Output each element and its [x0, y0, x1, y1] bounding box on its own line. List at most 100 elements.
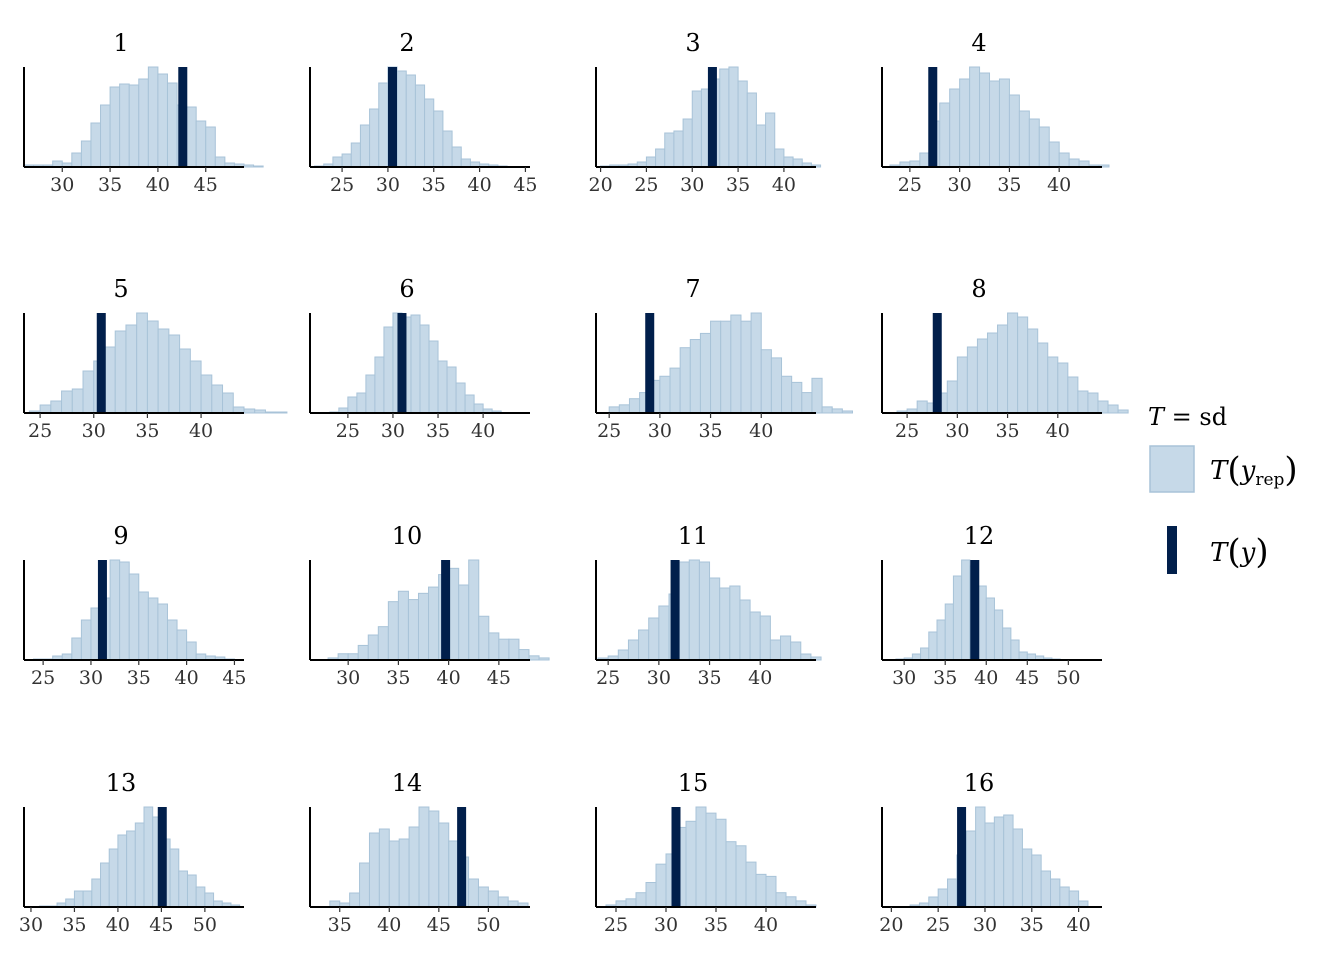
- x-tick-label: 30: [50, 174, 74, 196]
- histogram-bar: [673, 130, 684, 168]
- histogram-bar: [438, 822, 450, 908]
- histogram-bar: [126, 830, 136, 908]
- histogram-bar: [977, 585, 987, 661]
- histogram-bar: [178, 870, 188, 908]
- histogram-bar: [468, 878, 479, 908]
- histogram-bar: [759, 615, 771, 661]
- histogram-bar: [136, 312, 148, 414]
- histogram-bar: [1027, 328, 1039, 414]
- x-tick-label: 35: [386, 667, 410, 689]
- panels: 1 30 35 40 45 2 25 30 35 40 45 3 20 25 30 35 40 4 25 30 35 40…: [19, 29, 1129, 936]
- observed-stat-line: [645, 313, 655, 413]
- histogram-bar: [204, 892, 215, 908]
- observed-stat-line: [441, 560, 451, 660]
- histogram-bar: [966, 346, 978, 414]
- histogram-bar: [437, 360, 448, 414]
- histogram-bar: [478, 615, 490, 661]
- histogram-bar: [119, 561, 130, 661]
- histogram-bar: [920, 647, 930, 661]
- x-tick-label: 30: [376, 174, 400, 196]
- histogram-bar: [679, 347, 691, 414]
- histogram-bar: [618, 404, 630, 414]
- histogram-bar: [645, 882, 657, 908]
- x-tick-label: 35: [933, 667, 957, 689]
- histogram-bar: [407, 599, 419, 661]
- x-tick-label: 40: [974, 667, 998, 689]
- panel-14: 14 35 40 45 50: [309, 769, 530, 936]
- x-tick-label: 35: [62, 914, 86, 936]
- histogram-bar: [359, 124, 371, 168]
- observed-stat-line: [670, 560, 680, 660]
- histogram-bar: [956, 356, 968, 414]
- histogram-bar: [205, 126, 216, 168]
- x-tick-label: 45: [427, 914, 451, 936]
- histogram-bar: [368, 832, 380, 908]
- x-tick-label: 50: [1056, 667, 1080, 689]
- observed-stat-line: [457, 807, 467, 907]
- histogram-bar: [755, 124, 767, 168]
- x-tick-label: 50: [193, 914, 217, 936]
- histogram-bar: [944, 603, 954, 661]
- facet-title: 11: [678, 522, 709, 550]
- histogram-bar: [455, 382, 466, 414]
- histogram-bar: [780, 635, 792, 661]
- x-tick-label: 30: [381, 420, 405, 442]
- panel-4: 4 25 30 35 40: [881, 29, 1110, 196]
- histogram-bar: [947, 878, 958, 908]
- histogram-bar: [739, 599, 751, 661]
- legend-swatch-rep: [1149, 445, 1195, 493]
- x-tick-label: 25: [895, 420, 919, 442]
- histogram-bar: [728, 66, 739, 168]
- histogram-bar: [418, 806, 430, 908]
- histogram-bar: [617, 649, 629, 661]
- histogram-bar: [138, 78, 149, 168]
- histogram-bar: [1107, 404, 1119, 414]
- histogram-bar: [1068, 158, 1080, 168]
- facet-title: 6: [399, 275, 414, 303]
- histogram-bar: [147, 66, 159, 168]
- observed-stat-line: [707, 67, 717, 167]
- legend: T = sd T(yrep) T(y): [1148, 403, 1298, 574]
- panel-13: 13 30 35 40 45 50: [19, 769, 244, 936]
- panel-2: 2 25 30 35 40 45: [309, 29, 538, 196]
- x-tick-label: 30: [948, 174, 972, 196]
- x-tick-label: 25: [634, 174, 658, 196]
- histogram-bar: [1017, 316, 1029, 414]
- histogram-bar: [528, 655, 540, 661]
- observed-stat-line: [671, 807, 681, 907]
- histogram-bar: [939, 102, 951, 168]
- x-tick-label: 25: [28, 420, 52, 442]
- observed-stat-line: [97, 560, 107, 660]
- facet-title: 16: [964, 769, 995, 797]
- x-tick-label: 30: [892, 667, 916, 689]
- histogram-bar: [715, 818, 727, 908]
- legend-label-observed: T(y): [1210, 532, 1269, 572]
- histogram-bar: [169, 848, 180, 908]
- panel-7: 7 25 30 35 40: [595, 275, 853, 442]
- histogram-bar: [166, 82, 178, 168]
- histogram-bar: [664, 132, 675, 168]
- histogram-bar: [1047, 356, 1059, 414]
- histogram-bar: [625, 898, 637, 908]
- histogram-bar: [725, 841, 737, 908]
- histogram-bar: [166, 619, 178, 661]
- histogram-bar: [356, 392, 367, 414]
- facet-title: 12: [964, 522, 995, 550]
- histogram-bar: [719, 68, 730, 168]
- histogram-bar: [243, 164, 255, 168]
- histogram-bar: [699, 332, 712, 414]
- histogram-bar: [1012, 828, 1023, 908]
- histogram-bar: [189, 360, 202, 414]
- x-tick-label: 35: [422, 174, 446, 196]
- histogram-bar: [448, 567, 460, 661]
- histogram-bar: [186, 641, 197, 661]
- histogram-bar: [410, 314, 421, 414]
- histogram-bar: [658, 605, 670, 661]
- x-tick-label: 40: [146, 174, 170, 196]
- histogram-bar: [949, 88, 961, 168]
- x-tick-label: 30: [680, 174, 704, 196]
- x-tick-label: 45: [149, 914, 173, 936]
- histogram-bar: [460, 158, 471, 168]
- histogram-bar: [39, 404, 52, 414]
